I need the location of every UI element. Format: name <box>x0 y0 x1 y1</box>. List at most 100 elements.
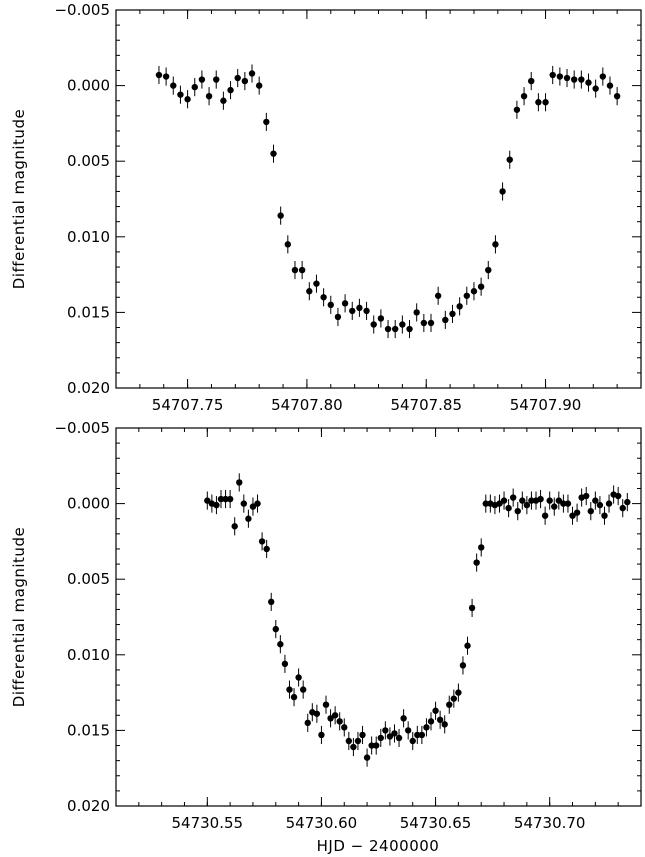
data-point <box>555 491 563 510</box>
data-point <box>464 636 471 655</box>
data-point <box>509 488 517 507</box>
x-tick-label: 54707.85 <box>390 396 462 414</box>
data-point <box>177 85 184 104</box>
data-point <box>327 709 334 728</box>
data-marker <box>277 641 284 648</box>
data-point <box>519 491 526 510</box>
data-marker <box>513 106 521 113</box>
data-point <box>549 65 556 85</box>
data-point <box>368 736 375 755</box>
data-point <box>441 715 448 734</box>
data-point <box>304 713 311 732</box>
data-marker <box>373 742 380 749</box>
y-tick-label: 0.010 <box>67 646 110 664</box>
data-point <box>434 286 442 305</box>
data-marker <box>313 280 320 287</box>
data-point <box>570 70 578 89</box>
data-marker <box>624 498 631 506</box>
plot-frame-bottom <box>115 427 642 807</box>
data-point <box>395 728 403 748</box>
data-marker <box>570 76 578 83</box>
data-point <box>477 277 485 296</box>
data-point <box>449 304 456 323</box>
data-point <box>254 494 261 513</box>
data-marker <box>226 495 234 503</box>
data-marker <box>564 500 572 507</box>
data-marker <box>613 92 621 100</box>
data-marker <box>605 500 613 507</box>
x-tick-label: 54707.80 <box>271 396 343 414</box>
data-marker <box>155 71 163 79</box>
data-point <box>482 494 489 513</box>
data-marker <box>619 504 626 512</box>
x-tick-label: 54730.55 <box>172 814 244 832</box>
data-marker <box>528 77 535 85</box>
data-point <box>377 309 385 328</box>
data-marker <box>583 492 590 500</box>
data-point <box>478 538 485 557</box>
data-point <box>322 695 330 714</box>
data-marker <box>213 76 220 83</box>
x-tick-label: 54707.75 <box>152 396 224 414</box>
data-marker <box>519 497 526 504</box>
data-point <box>596 496 604 515</box>
y-tick-label: 0.000 <box>67 495 110 513</box>
data-point <box>446 695 453 714</box>
data-point <box>537 489 544 509</box>
data-point <box>499 182 506 201</box>
data-marker <box>236 479 243 486</box>
panel-top: Differential magnitude −0.005 0.000 0.005 0… <box>10 1 642 414</box>
data-marker <box>587 507 594 515</box>
data-point <box>564 494 572 513</box>
data-point <box>286 680 293 699</box>
data-marker <box>434 292 442 299</box>
data-marker <box>322 701 330 708</box>
data-marker <box>327 715 334 722</box>
data-marker <box>523 501 531 509</box>
data-point <box>506 150 513 169</box>
data-marker <box>281 660 289 668</box>
data-point <box>258 532 266 551</box>
data-point <box>331 706 339 725</box>
data-marker <box>599 73 607 80</box>
data-point <box>245 509 252 528</box>
data-point <box>614 486 622 506</box>
data-marker <box>509 494 517 501</box>
data-marker <box>470 288 478 295</box>
data-marker <box>370 321 377 328</box>
data-marker <box>170 82 177 89</box>
data-point <box>213 70 220 89</box>
data-marker <box>423 724 430 731</box>
data-marker <box>455 689 462 696</box>
data-marker <box>446 701 453 708</box>
y-ticks-top: −0.005 0.000 0.005 0.010 0.015 0.020 <box>54 1 641 397</box>
data-marker <box>473 559 480 566</box>
data-marker <box>406 325 413 333</box>
data-point <box>414 725 421 745</box>
y-tick-label: 0.020 <box>67 379 110 397</box>
y-tick-label: 0.000 <box>67 77 110 95</box>
data-marker <box>392 325 399 333</box>
data-point <box>354 731 362 751</box>
data-point <box>606 76 614 95</box>
data-marker <box>556 73 564 80</box>
data-marker <box>463 292 470 299</box>
x-tick-label: 54730.60 <box>286 814 358 832</box>
data-marker <box>414 731 421 739</box>
data-marker <box>334 313 342 321</box>
y-tick-label: 0.010 <box>67 228 110 246</box>
data-marker <box>345 737 353 745</box>
data-marker <box>560 500 567 507</box>
data-point <box>249 497 257 516</box>
data-point <box>442 310 449 330</box>
data-point <box>409 731 416 751</box>
data-marker <box>382 727 389 734</box>
data-point <box>306 282 313 301</box>
x-ticks-bottom: 54730.55 54730.60 54730.65 54730.70 <box>138 428 642 832</box>
data-marker <box>573 509 581 516</box>
data-marker <box>404 727 412 734</box>
data-marker <box>395 734 403 742</box>
data-marker <box>248 70 256 77</box>
data-point <box>513 100 521 119</box>
data-marker <box>327 301 334 309</box>
